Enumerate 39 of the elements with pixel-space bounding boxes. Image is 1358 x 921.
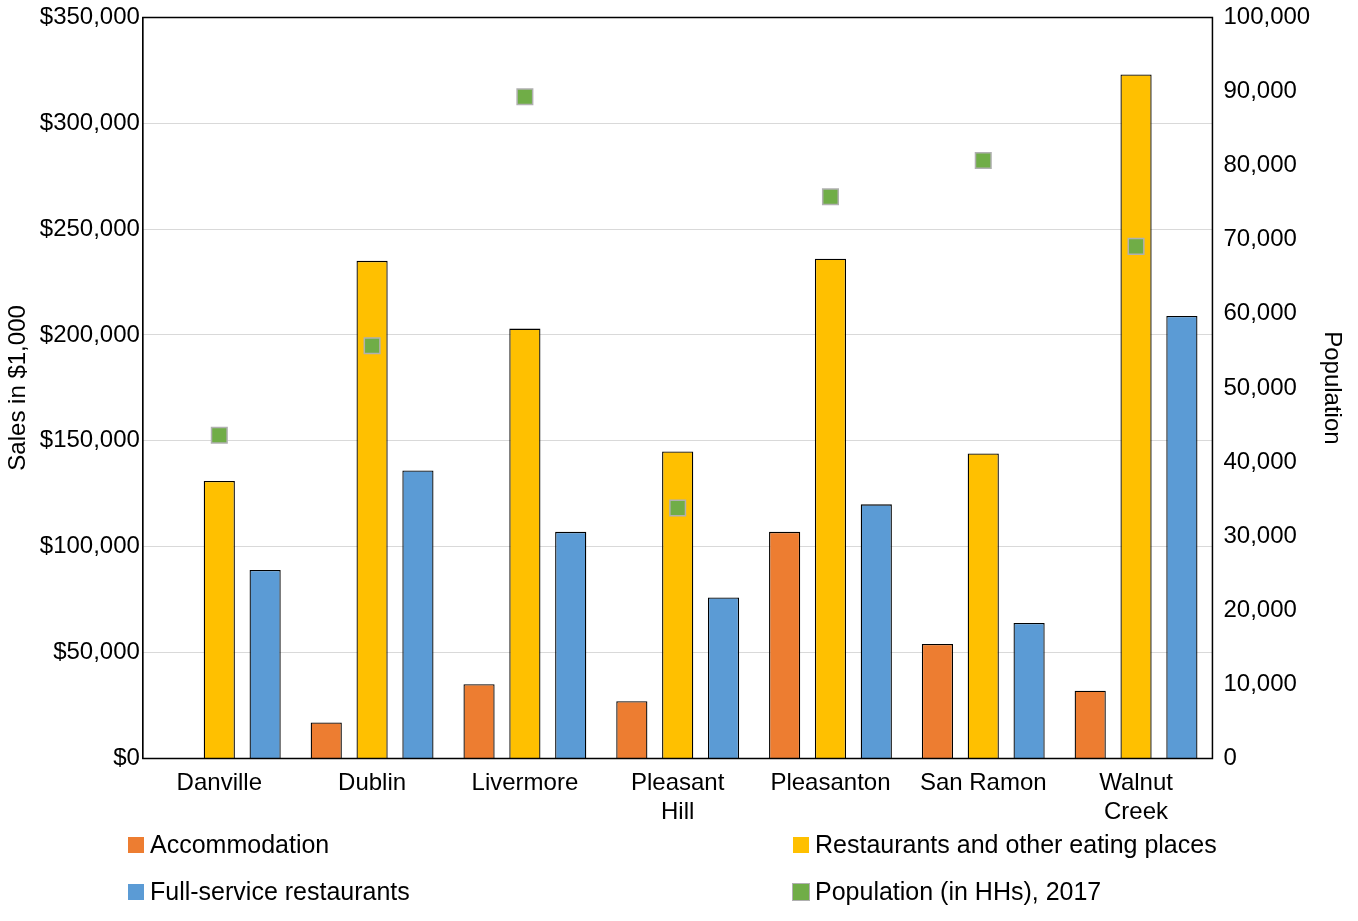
point bbox=[210, 426, 228, 444]
point bbox=[1127, 237, 1145, 255]
legend-label: Full-service restaurants bbox=[150, 877, 410, 906]
point bbox=[516, 88, 534, 106]
y2-tick-label: 60,000 bbox=[1223, 298, 1297, 326]
y2-tick-label: 10,000 bbox=[1223, 668, 1297, 696]
y-tick-label: $50,000 bbox=[53, 637, 140, 665]
y2-tick-label: 90,000 bbox=[1223, 76, 1297, 104]
y-tick-label: $100,000 bbox=[39, 531, 140, 559]
y-tick-label: $350,000 bbox=[39, 2, 140, 30]
x-tick-label: Pleasanton bbox=[770, 768, 891, 796]
legend-label: Population (in HHs), 2017 bbox=[815, 877, 1102, 906]
x-tick-label: Livermore bbox=[471, 768, 579, 796]
y2-tick-label: 30,000 bbox=[1223, 520, 1297, 548]
x-tick-label: Dublin bbox=[338, 768, 407, 796]
x-tick-label: Walnut Creek bbox=[1099, 768, 1174, 825]
y2-tick-label: 80,000 bbox=[1223, 150, 1297, 178]
y-axis-title: Sales in $1,000 bbox=[3, 305, 31, 471]
y2-tick-label: 100,000 bbox=[1223, 2, 1311, 30]
x-tick-label: Pleasant Hill bbox=[630, 768, 725, 825]
y2-tick-label: 40,000 bbox=[1223, 446, 1297, 474]
y-tick-label: $200,000 bbox=[39, 319, 140, 347]
x-tick-label: San Ramon bbox=[919, 768, 1047, 796]
y-tick-label: $250,000 bbox=[39, 213, 140, 241]
y2-tick-label: 0 bbox=[1223, 743, 1237, 771]
legend-label: Accommodation bbox=[150, 830, 330, 859]
x-tick-label: Danville bbox=[176, 768, 262, 796]
y2-tick-label: 70,000 bbox=[1223, 224, 1297, 252]
point bbox=[363, 337, 381, 355]
y-tick-label: $150,000 bbox=[39, 425, 140, 453]
y2-axis-title: Population bbox=[1319, 331, 1347, 445]
y-tick-label: $0 bbox=[113, 743, 140, 771]
y-tick-label: $300,000 bbox=[39, 107, 140, 135]
legend-label: Restaurants and other eating places bbox=[815, 830, 1217, 859]
point bbox=[669, 499, 687, 517]
point bbox=[821, 188, 839, 206]
y2-tick-label: 50,000 bbox=[1223, 372, 1297, 400]
point bbox=[974, 151, 992, 169]
y2-tick-label: 20,000 bbox=[1223, 594, 1297, 622]
